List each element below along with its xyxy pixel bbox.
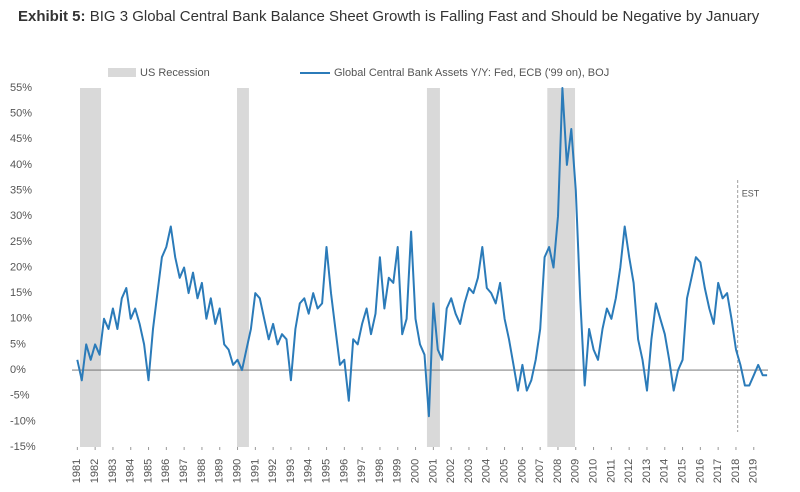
- x-tick-label: 2007: [534, 459, 546, 483]
- x-tick-label: 1994: [303, 459, 315, 483]
- x-tick-label: 2002: [445, 459, 457, 483]
- x-tick-label: 2017: [712, 459, 724, 483]
- x-tick-label: 1987: [178, 459, 190, 483]
- x-tick-label: 2005: [498, 459, 510, 483]
- x-tick-label: 2000: [409, 459, 421, 483]
- x-tick-label: 1998: [374, 459, 386, 483]
- title-text: BIG 3 Global Central Bank Balance Sheet …: [89, 8, 760, 25]
- x-tick-label: 2006: [516, 459, 528, 483]
- y-tick-label: -5%: [10, 390, 30, 402]
- x-tick-label: 2019: [748, 459, 760, 483]
- recession-band: [80, 88, 102, 447]
- y-tick-label: 35%: [10, 184, 32, 196]
- x-tick-label: 1999: [392, 459, 404, 483]
- y-tick-label: 20%: [10, 261, 32, 273]
- x-tick-label: 1997: [356, 459, 368, 483]
- y-tick-label: 45%: [10, 133, 32, 145]
- x-tick-label: 1981: [71, 459, 83, 483]
- recession-band: [426, 88, 440, 447]
- y-tick-label: -10%: [10, 415, 36, 427]
- x-tick-label: 1992: [267, 459, 279, 483]
- x-tick-label: 1982: [89, 459, 101, 483]
- x-tick-label: 1983: [107, 459, 119, 483]
- y-tick-label: 55%: [10, 82, 32, 94]
- x-tick-label: 1986: [160, 459, 172, 483]
- x-tick-label: 1985: [142, 459, 154, 483]
- x-tick-label: 2016: [694, 459, 706, 483]
- x-tick-label: 1990: [231, 459, 243, 483]
- x-tick-label: 2008: [552, 459, 564, 483]
- x-tick-label: 1993: [285, 459, 297, 483]
- x-tick-label: 2014: [659, 459, 671, 483]
- x-tick-label: 2010: [587, 459, 599, 483]
- x-tick-label: 2004: [481, 459, 493, 483]
- x-tick-label: 2012: [623, 459, 635, 483]
- y-tick-label: -15%: [10, 441, 36, 453]
- y-tick-label: 40%: [10, 159, 32, 171]
- title-label: Exhibit 5:: [18, 8, 86, 25]
- y-tick-label: 50%: [10, 108, 32, 120]
- chart-title: Exhibit 5: BIG 3 Global Central Bank Bal…: [18, 6, 788, 28]
- y-tick-label: 30%: [10, 210, 32, 222]
- y-tick-label: 25%: [10, 236, 32, 248]
- x-tick-label: 1996: [338, 459, 350, 483]
- y-tick-label: 0%: [10, 364, 26, 376]
- x-tick-label: 2018: [730, 459, 742, 483]
- y-tick-label: 5%: [10, 338, 26, 350]
- y-tick-label: 15%: [10, 287, 32, 299]
- x-tick-label: 2001: [427, 459, 439, 483]
- recession-band: [237, 88, 249, 447]
- legend-swatch: [108, 68, 136, 77]
- x-tick-label: 2009: [570, 459, 582, 483]
- y-tick-label: 10%: [10, 313, 32, 325]
- est-label: EST: [742, 188, 760, 198]
- x-tick-label: 1988: [196, 459, 208, 483]
- x-tick-label: 2013: [641, 459, 653, 483]
- legend-label: Global Central Bank Assets Y/Y: Fed, ECB…: [334, 67, 609, 79]
- x-tick-label: 2003: [463, 459, 475, 483]
- x-tick-label: 1989: [214, 459, 226, 483]
- x-tick-label: 2015: [676, 459, 688, 483]
- legend-label: US Recession: [140, 67, 210, 79]
- data-line: [76, 87, 768, 418]
- x-tick-label: 2011: [605, 459, 617, 483]
- x-tick-label: 1995: [320, 459, 332, 483]
- x-tick-label: 1984: [125, 459, 137, 483]
- x-tick-label: 1991: [249, 459, 261, 483]
